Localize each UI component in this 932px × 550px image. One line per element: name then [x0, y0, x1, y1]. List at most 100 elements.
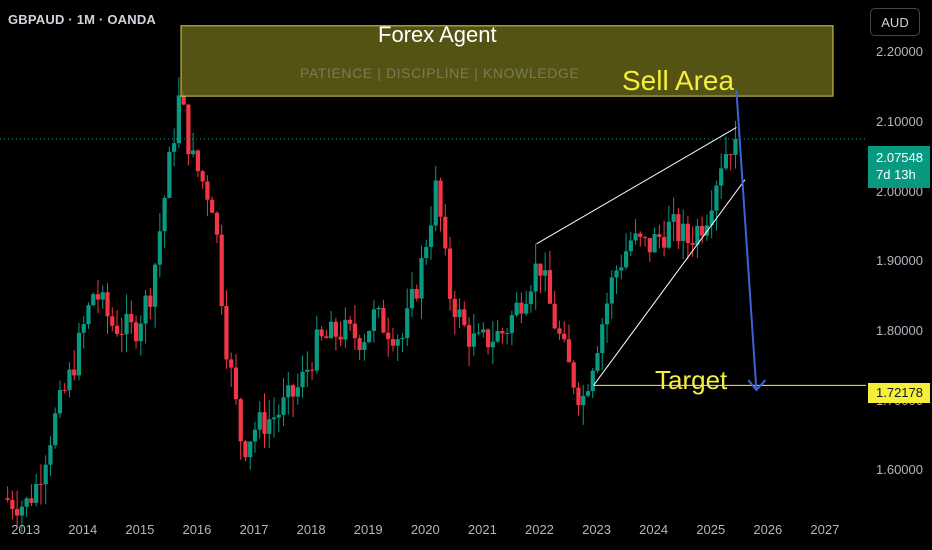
symbol-title: GBPAUD · 1M · OANDA	[8, 12, 156, 27]
candle-body	[34, 483, 39, 503]
candle-body	[48, 445, 53, 465]
candle-body	[400, 338, 405, 340]
candle-body	[172, 143, 177, 152]
candle-body	[224, 305, 229, 360]
candle-body	[723, 154, 729, 169]
candle-body	[38, 483, 44, 485]
candle-body	[191, 150, 196, 155]
price-tick: 2.20000	[876, 44, 923, 60]
annotation-title: Forex Agent	[378, 22, 497, 47]
candle-body	[167, 151, 172, 198]
time-tick: 2025	[696, 522, 726, 537]
sell-area-zone	[180, 25, 834, 97]
candle-body	[709, 210, 714, 226]
candle-body	[647, 238, 652, 253]
candle-body	[124, 313, 129, 335]
candle-body	[662, 236, 667, 248]
candle-body	[257, 412, 262, 430]
time-tick: 2015	[125, 522, 155, 537]
candle-body	[657, 234, 662, 237]
candle-body	[286, 385, 291, 398]
candle-body	[238, 399, 243, 442]
time-tick: 2027	[810, 522, 840, 537]
candle-body	[205, 181, 210, 200]
candle-body	[433, 180, 438, 226]
candle-body	[328, 321, 334, 339]
candle-body	[519, 302, 524, 314]
candle-body	[343, 319, 348, 340]
candle-body	[514, 302, 519, 316]
candle-body	[290, 385, 296, 397]
candle-body	[700, 225, 705, 236]
candle-body	[638, 233, 643, 238]
candle-body	[671, 214, 676, 222]
time-tick: 2022	[524, 522, 554, 537]
candle-body	[419, 258, 424, 299]
candle-body	[490, 341, 495, 348]
candle-body	[604, 303, 610, 325]
candle-body	[300, 371, 305, 388]
candle-body	[271, 417, 277, 420]
candle-body	[509, 315, 514, 334]
currency-button[interactable]: AUD	[870, 8, 920, 36]
candle-body	[86, 305, 91, 325]
candle-body	[314, 329, 319, 371]
time-tick: 2020	[410, 522, 440, 537]
candle-body	[219, 234, 224, 306]
candle-body	[623, 251, 629, 268]
bar-countdown: 7d 13h	[876, 167, 916, 182]
candle-body	[352, 323, 357, 339]
candle-body	[500, 331, 505, 334]
candle-body	[24, 498, 29, 507]
down-arrow-icon	[747, 379, 767, 392]
candle-body	[528, 291, 534, 304]
candle-body	[719, 168, 724, 186]
down-arrow-shaft	[735, 90, 758, 391]
candle-body	[248, 441, 253, 458]
candle-body	[395, 339, 400, 346]
annotation-sell-area: Sell Area	[622, 65, 735, 96]
candle-body	[105, 292, 110, 317]
price-tick: 1.60000	[876, 462, 923, 478]
candle-body	[386, 332, 391, 340]
candle-body	[552, 303, 557, 329]
candle-body	[157, 231, 162, 265]
candle-body	[390, 339, 396, 346]
candle-body	[562, 333, 567, 340]
candle-body	[10, 499, 15, 509]
candle-body	[91, 294, 96, 306]
candle-body	[733, 138, 738, 155]
candle-body	[471, 333, 476, 347]
time-tick: 2023	[582, 522, 612, 537]
candle-body	[252, 429, 258, 442]
time-tick: 2016	[182, 522, 212, 537]
candle-body	[533, 263, 538, 292]
candle-body	[5, 498, 10, 500]
candle-body	[129, 313, 134, 323]
candle-body	[566, 339, 572, 363]
candle-body	[243, 441, 248, 458]
candle-body	[43, 464, 48, 485]
candle-body	[53, 413, 58, 446]
time-tick: 2013	[11, 522, 41, 537]
annotation-subtitle: PATIENCE | DISCIPLINE | KNOWLEDGE	[300, 65, 580, 81]
candle-body	[681, 223, 686, 242]
candle-body	[95, 294, 101, 300]
candle-body	[695, 225, 700, 245]
candle-body	[652, 234, 657, 253]
candle-body	[186, 104, 191, 155]
candle-body	[557, 328, 562, 334]
candle-body	[267, 419, 272, 434]
candle-body	[714, 185, 719, 211]
candle-body	[543, 270, 548, 276]
candle-body	[362, 342, 367, 350]
candle-body	[428, 225, 434, 247]
candle-body	[452, 298, 457, 318]
time-tick: 2019	[353, 522, 383, 537]
candle-body	[133, 322, 139, 342]
candle-body	[376, 307, 381, 310]
candle-body	[81, 324, 86, 333]
candle-body	[485, 329, 491, 348]
time-tick: 2017	[239, 522, 269, 537]
